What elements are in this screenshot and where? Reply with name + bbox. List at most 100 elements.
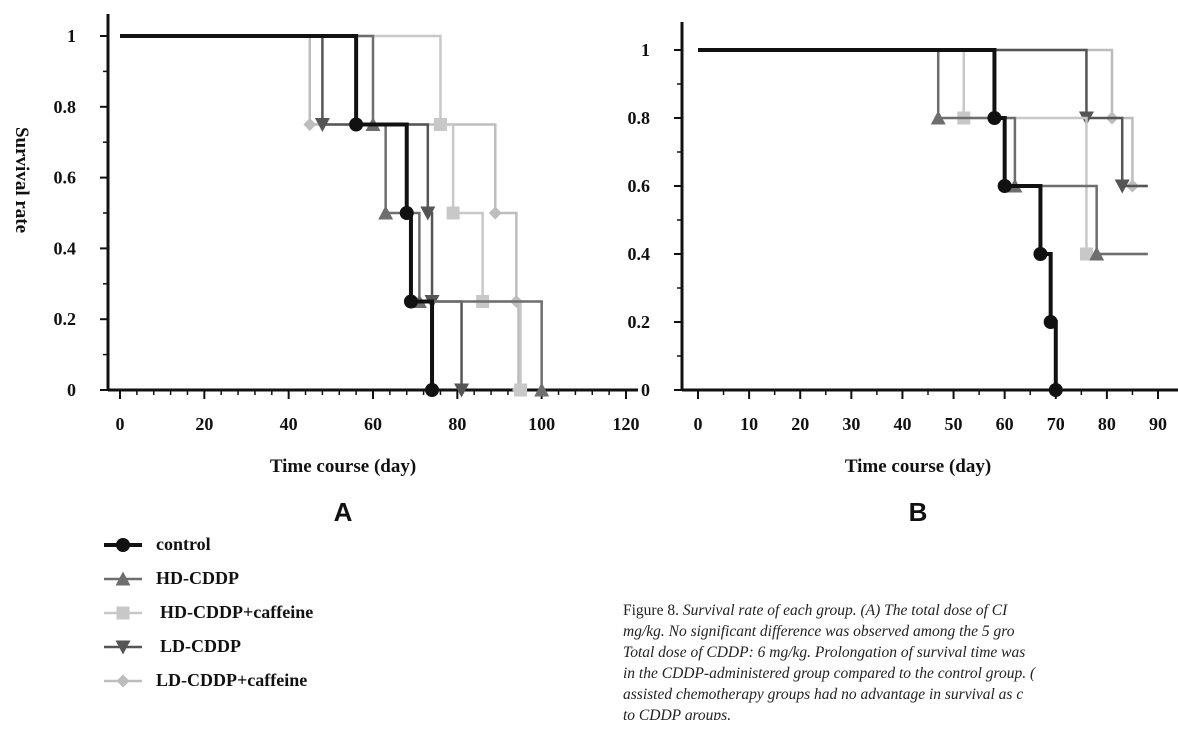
- y-tick-label: 0.8: [628, 108, 651, 128]
- y-tick-label: 0.4: [54, 238, 77, 258]
- data-point-control: [1043, 315, 1058, 329]
- x-tick-label: 100: [528, 414, 555, 434]
- data-point-ld-cddp: [454, 383, 470, 398]
- data-point-hd-cddp: [1089, 246, 1105, 261]
- x-tick-label: 10: [740, 414, 758, 434]
- panel-b: 0 10 20 30 40 50 60 70 80 90 0 0.2 0.4 0.6 0.8 1 Time co…: [628, 22, 1178, 527]
- data-point-ld-cddp: [314, 118, 330, 132]
- x-tick-label: 120: [613, 414, 640, 434]
- x-tick-label: 90: [1149, 414, 1167, 434]
- legend-marker: [116, 674, 130, 688]
- caption-line: to CDDP groups.: [623, 707, 732, 720]
- caption-line: mg/kg. No significant difference was obs…: [623, 623, 1015, 640]
- caption-line: Figure 8. Survival rate of each group. (…: [623, 600, 1178, 621]
- survival-line-control: [698, 48, 1058, 390]
- figure-caption: Figure 8. Survival rate of each group. (…: [623, 600, 1178, 720]
- legend-marker-ld-cddp: [104, 640, 142, 655]
- y-tick-label: 1: [641, 40, 650, 60]
- x-tick-label: 30: [842, 414, 860, 434]
- data-point-hd-cddp: [930, 110, 946, 125]
- data-point-ld-cddp: [420, 206, 436, 221]
- y-tick-label: 1: [67, 26, 76, 46]
- y-axis-title: Survival rate: [11, 127, 32, 233]
- x-axis-title: Time course (day): [270, 456, 416, 477]
- y-tick-label: 0: [67, 380, 76, 400]
- caption-line: assisted chemotherapy groups had no adva…: [623, 686, 1024, 703]
- data-point-control: [425, 383, 440, 397]
- x-tick-label: 40: [893, 414, 911, 434]
- series-hd-cddp: [698, 48, 1148, 261]
- legend-label: LD-CDDP: [160, 636, 241, 656]
- legend-marker-ld-cddp-caffeine: [104, 674, 142, 688]
- legend-marker: [115, 640, 131, 655]
- data-point-hd-cddp-caffeine: [433, 118, 447, 131]
- data-point-hd-cddp: [534, 382, 550, 397]
- legend-item-control: control: [100, 530, 420, 560]
- x-tick-label: 60: [364, 414, 382, 434]
- data-point-control: [1033, 247, 1048, 261]
- y-tick-label: 0.2: [628, 312, 651, 332]
- data-point-ld-cddp-caffeine: [303, 118, 317, 131]
- data-point-control: [1048, 383, 1063, 397]
- x-tick-label: 80: [448, 414, 466, 434]
- data-point-hd-cddp: [378, 205, 394, 220]
- x-tick-label: 0: [694, 414, 703, 434]
- x-tick-label: 70: [1047, 414, 1065, 434]
- survival-line-hd-cddp: [698, 48, 1148, 256]
- y-tick-label: 0.4: [628, 244, 651, 264]
- panel-label: B: [909, 497, 928, 527]
- data-point-hd-cddp-caffeine: [514, 383, 528, 397]
- legend-marker: [115, 571, 131, 586]
- series-control: [120, 34, 440, 397]
- y-tick-label: 0.2: [54, 309, 77, 329]
- x-tick-label: 80: [1098, 414, 1116, 434]
- legend-label: LD-CDDP+caffeine: [156, 670, 308, 690]
- x-tick-label: 60: [996, 414, 1014, 434]
- y-tick-label: 0.6: [54, 168, 77, 188]
- legend-item-hd-cddp: HD-CDDP: [100, 564, 420, 594]
- caption-label: Figure 8.: [623, 602, 679, 619]
- legend-label: control: [156, 534, 211, 554]
- survival-line-ld-cddp: [698, 48, 1148, 188]
- data-point-ld-cddp-caffeine: [488, 206, 502, 220]
- data-point-control: [987, 111, 1002, 125]
- data-point-control: [349, 117, 364, 132]
- panel-a: 0 20 40 60 80 100 120 0 0.2 0.4 0.6 0.8 1 Time course…: [11, 14, 640, 527]
- y-tick-label: 0.8: [54, 97, 77, 117]
- x-axis-title: Time course (day): [845, 456, 991, 477]
- y-tick-label: 0: [641, 380, 650, 400]
- caption-text: Survival rate of each group. (A) The tot…: [682, 602, 1008, 619]
- legend-item-hd-cddp-caffeine: HD-CDDP+caffeine: [100, 598, 420, 628]
- x-tick-label: 40: [280, 414, 298, 434]
- legend-label: HD-CDDP: [156, 568, 239, 588]
- x-tick-label: 20: [791, 414, 809, 434]
- x-tick-label: 0: [116, 414, 125, 434]
- series-ld-cddp: [120, 34, 470, 398]
- survival-line-hd-cddp-caffeine: [698, 48, 1148, 256]
- y-tick-label: 0.6: [628, 176, 651, 196]
- series-control: [698, 48, 1063, 397]
- legend-marker: [116, 538, 130, 552]
- series-hd-cddp: [120, 34, 550, 397]
- series-ld-cddp: [698, 48, 1148, 194]
- x-tick-label: 20: [195, 414, 213, 434]
- data-point-ld-cddp: [1114, 179, 1130, 194]
- legend-marker-hd-cddp: [104, 571, 142, 586]
- legend-item-ld-cddp-caffeine: LD-CDDP+caffeine: [100, 666, 420, 696]
- data-point-control: [997, 179, 1012, 193]
- legend-label: HD-CDDP+caffeine: [160, 602, 314, 622]
- series-ld-cddp-caffeine: [698, 48, 1148, 193]
- legend-marker-control: [104, 538, 142, 552]
- panel-label: A: [334, 497, 353, 527]
- data-point-control: [403, 294, 418, 309]
- caption-line: Total dose of CDDP: 6 mg/kg. Prolongatio…: [623, 644, 1026, 661]
- caption-line: in the CDDP-administered group compared …: [623, 665, 1036, 682]
- data-point-hd-cddp-caffeine: [446, 206, 460, 220]
- data-point-hd-cddp-caffeine: [1079, 247, 1093, 261]
- legend-marker-hd-cddp-caffeine: [104, 606, 142, 620]
- legend-item-ld-cddp: LD-CDDP: [100, 632, 420, 662]
- series-hd-cddp-caffeine: [698, 48, 1148, 261]
- legend-marker: [116, 606, 130, 620]
